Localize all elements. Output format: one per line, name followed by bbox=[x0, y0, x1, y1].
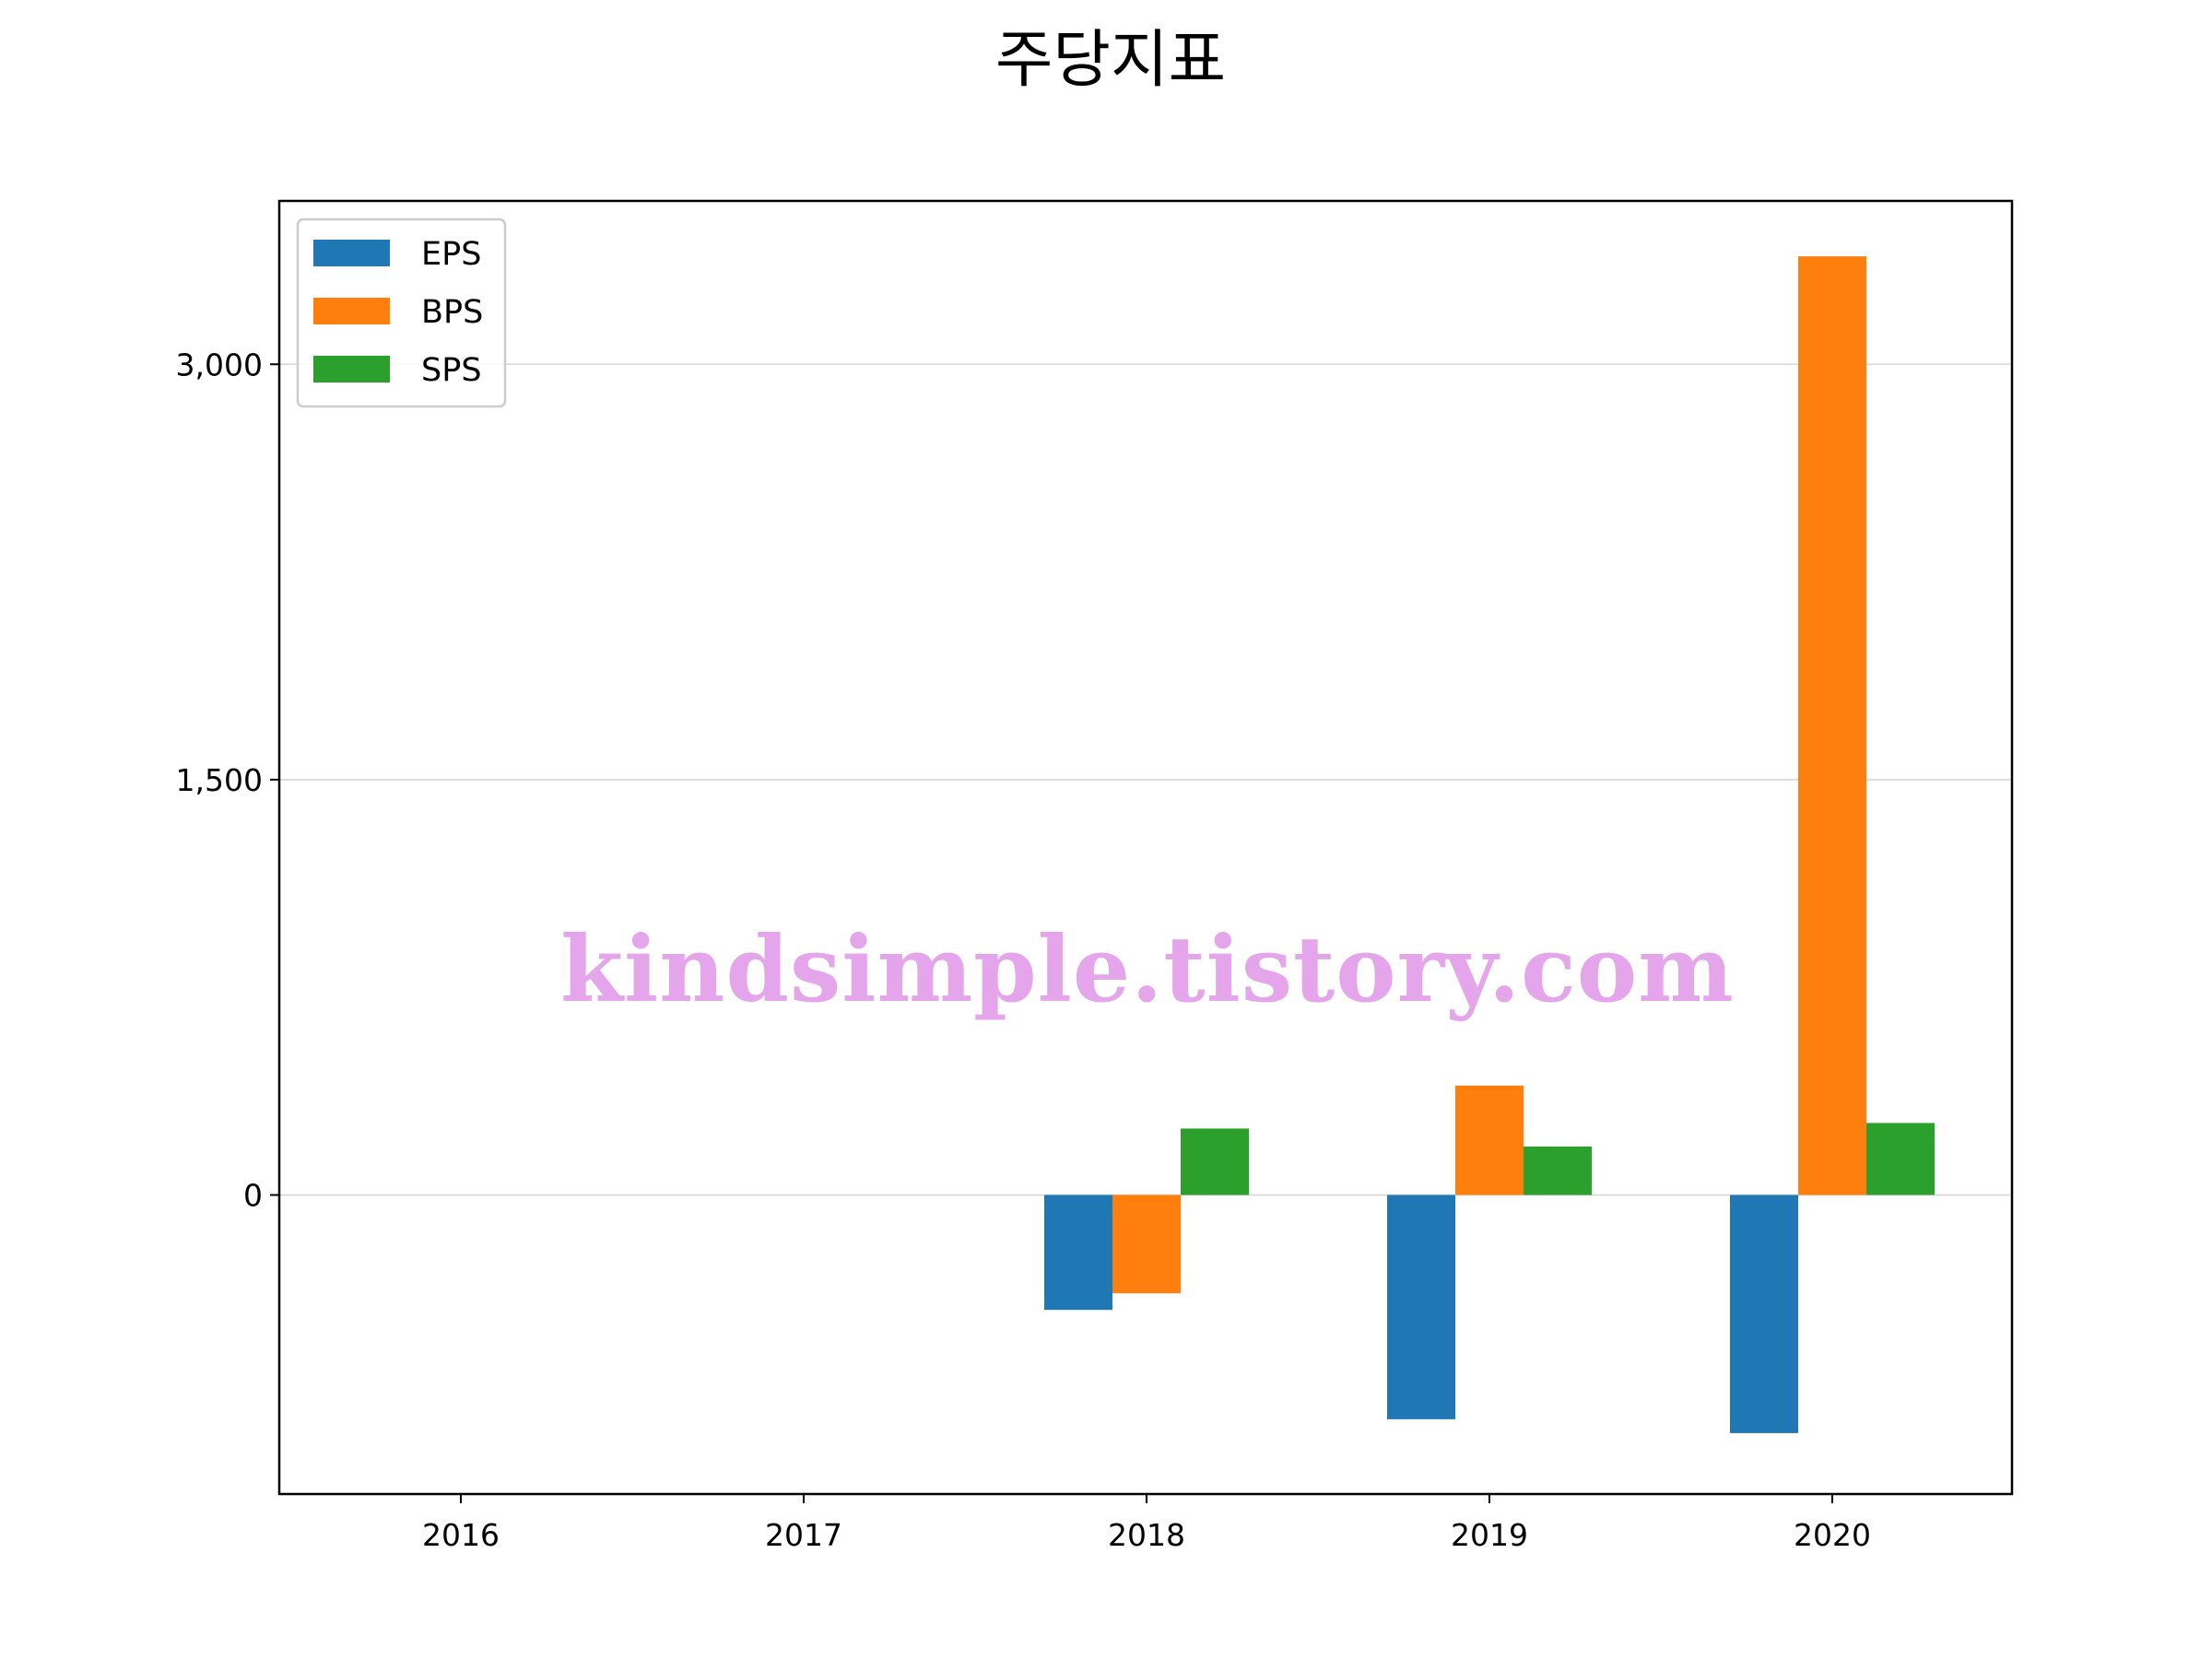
bar-eps-2020 bbox=[1730, 1194, 1798, 1433]
x-tick-label: 2018 bbox=[1108, 1517, 1185, 1553]
legend-label-bps: BPS bbox=[421, 294, 483, 331]
y-tick-label: 3,000 bbox=[176, 347, 263, 382]
legend-items: EPS BPS SPS bbox=[313, 236, 483, 389]
legend-label-eps: EPS bbox=[421, 236, 481, 273]
legend-swatch-sps bbox=[313, 356, 390, 382]
bar-bps-2020 bbox=[1798, 256, 1866, 1195]
x-tick-label: 2017 bbox=[765, 1517, 842, 1553]
x-tick-label: 2020 bbox=[1794, 1517, 1871, 1553]
bar-sps-2019 bbox=[1524, 1146, 1592, 1195]
y-tick-label: 0 bbox=[243, 1178, 263, 1214]
bar-sps-2018 bbox=[1181, 1128, 1249, 1195]
bar-eps-2018 bbox=[1044, 1194, 1112, 1311]
axes: 0 1,500 3,000 2016 2017 2018 2019 2020 bbox=[176, 347, 1871, 1553]
legend-swatch-eps bbox=[313, 240, 390, 266]
legend-swatch-bps bbox=[313, 298, 390, 324]
legend-label-sps: SPS bbox=[421, 352, 482, 389]
x-tick-label: 2016 bbox=[422, 1517, 500, 1553]
bar-bps-2018 bbox=[1112, 1194, 1181, 1294]
chart-title: 주당지표 bbox=[995, 24, 1226, 97]
bar-bps-2019 bbox=[1455, 1085, 1524, 1195]
x-tick-label: 2019 bbox=[1451, 1517, 1528, 1553]
watermark-text: kindsimple.tistory.com bbox=[560, 917, 1735, 1023]
y-tick-label: 1,500 bbox=[176, 762, 263, 798]
bar-sps-2020 bbox=[1866, 1123, 1935, 1195]
bar-marks bbox=[1044, 256, 1935, 1433]
bar-eps-2019 bbox=[1387, 1194, 1455, 1419]
legend: EPS BPS SPS bbox=[296, 218, 507, 408]
